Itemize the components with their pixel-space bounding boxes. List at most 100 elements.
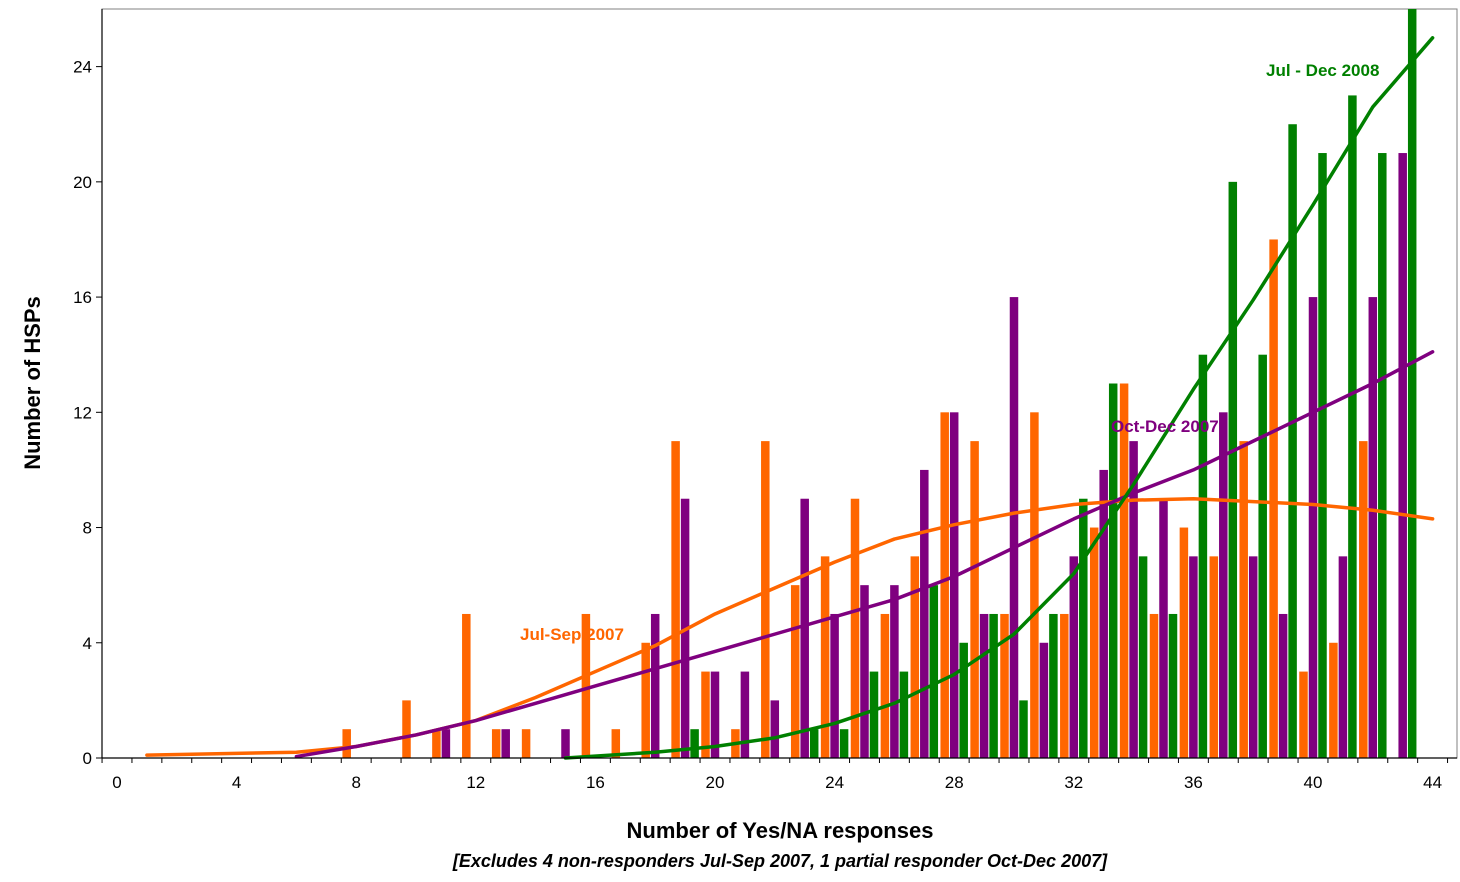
bar — [561, 729, 570, 758]
bar — [1079, 498, 1088, 758]
bar — [1030, 412, 1039, 758]
bar — [1398, 153, 1407, 759]
bar — [1069, 556, 1079, 758]
bar — [1299, 671, 1308, 758]
bar — [860, 585, 869, 758]
series-label: Jul-Sep 2007 — [520, 625, 624, 644]
bar — [671, 441, 680, 758]
bar — [1198, 354, 1208, 758]
bar — [581, 613, 591, 758]
y-tick-label: 20 — [73, 173, 92, 192]
bar — [491, 729, 501, 758]
x-tick-label: 4 — [232, 773, 241, 792]
bar — [501, 729, 510, 758]
trend-line — [294, 350, 1435, 759]
bar — [1060, 613, 1069, 758]
bar — [1159, 498, 1168, 758]
bar — [869, 671, 879, 758]
bar — [641, 642, 650, 758]
bar — [1407, 9, 1417, 758]
bar — [402, 700, 411, 758]
x-tick-label: 20 — [706, 773, 725, 792]
x-tick-label: 40 — [1304, 773, 1323, 792]
bar — [1308, 297, 1318, 758]
bar — [940, 412, 949, 758]
bar — [800, 498, 809, 758]
bar — [1348, 95, 1357, 759]
bar — [650, 613, 660, 758]
y-tick-label: 8 — [83, 519, 92, 538]
bar — [1239, 441, 1248, 758]
bar — [1089, 527, 1099, 758]
bar — [899, 671, 909, 758]
y-tick-label: 4 — [83, 634, 92, 653]
bar — [1168, 613, 1178, 758]
x-tick-label: 36 — [1184, 773, 1203, 792]
bar — [1258, 354, 1267, 758]
y-tick-label: 24 — [73, 58, 92, 77]
series-label: Jul - Dec 2008 — [1266, 61, 1379, 80]
bar — [1278, 613, 1288, 758]
bar — [1219, 412, 1228, 758]
bar — [611, 729, 621, 758]
bar — [710, 671, 720, 758]
bar — [1019, 700, 1028, 758]
y-tick-label: 16 — [73, 288, 92, 307]
bar — [1378, 153, 1387, 759]
x-tick-label: 12 — [466, 773, 485, 792]
bar — [1049, 613, 1058, 758]
bar — [1269, 239, 1278, 758]
bar — [1288, 124, 1297, 759]
trend-line — [563, 36, 1435, 760]
chart-note: [Excludes 4 non-responders Jul-Sep 2007,… — [452, 851, 1108, 871]
bar — [1119, 383, 1129, 758]
bar — [830, 613, 839, 758]
bar — [929, 585, 939, 758]
bar — [701, 671, 710, 758]
x-tick-label: 8 — [351, 773, 360, 792]
bar — [1228, 181, 1238, 759]
bar — [1359, 441, 1368, 758]
bar — [770, 700, 780, 758]
labels: Jul-Sep 2007 Oct-Dec 2007 Jul - Dec 2008 — [520, 61, 1379, 644]
bar — [342, 729, 351, 758]
bar — [970, 441, 979, 758]
bar — [809, 729, 819, 758]
bar — [1338, 556, 1348, 758]
bar — [979, 613, 989, 758]
bar — [949, 412, 959, 758]
bar — [1248, 556, 1258, 758]
bar — [441, 729, 451, 758]
bar — [1149, 613, 1159, 758]
bars — [342, 9, 1417, 759]
x-tick-label: 28 — [945, 773, 964, 792]
bar — [1138, 556, 1148, 758]
bar — [1009, 297, 1019, 758]
bar — [1039, 642, 1049, 758]
bar — [1368, 297, 1378, 758]
bar — [920, 469, 929, 758]
bar — [910, 556, 920, 758]
bar — [890, 585, 899, 758]
bar — [1099, 469, 1108, 758]
bar — [1108, 383, 1118, 758]
bar — [790, 585, 800, 758]
bar — [761, 441, 770, 758]
y-axis-title: Number of HSPs — [20, 296, 45, 470]
axes: 0 4 8 12 16 20 24 0 4 8 12 16 20 24 28 32 36 40 44 — [73, 9, 1457, 792]
bar — [839, 729, 849, 758]
bar — [462, 613, 471, 758]
bar — [1000, 613, 1009, 758]
y-tick-label: 0 — [83, 749, 92, 768]
bar — [521, 729, 531, 758]
bar — [1129, 441, 1138, 758]
bar — [690, 729, 699, 758]
bar — [989, 613, 998, 758]
bar — [959, 642, 968, 758]
x-tick-label: 16 — [586, 773, 605, 792]
bar — [880, 613, 890, 758]
x-tick-label: 32 — [1064, 773, 1083, 792]
trend-lines — [145, 36, 1435, 760]
bar — [820, 556, 830, 758]
bar — [850, 498, 860, 758]
